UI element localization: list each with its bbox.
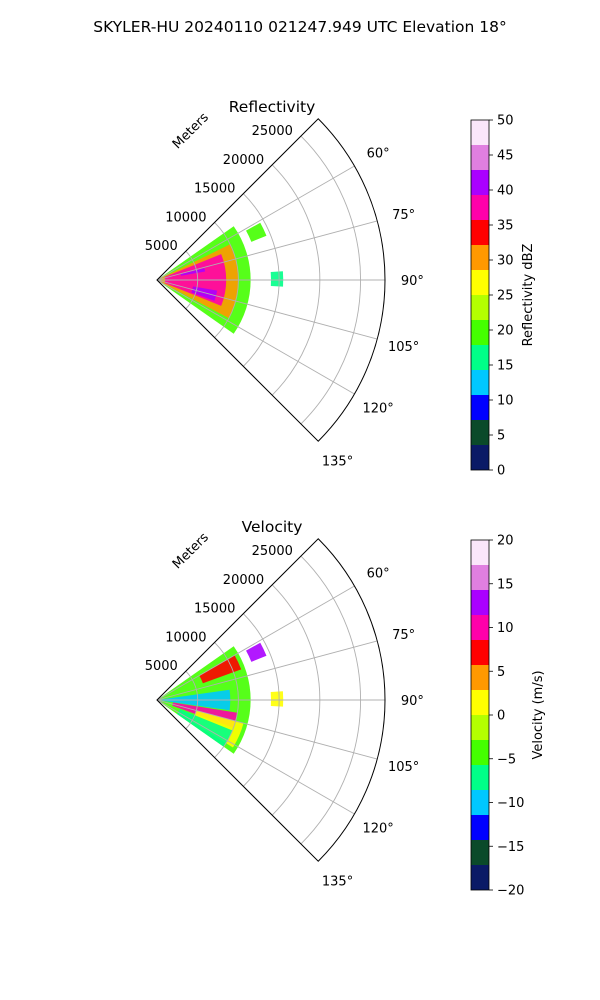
colorbar-tick-label: 20 [497, 534, 514, 549]
echo-region [180, 268, 206, 276]
velocity-colorbar-label: Velocity (m/s) [531, 670, 546, 759]
colorbar-scale [470, 539, 490, 891]
azimuth-gridline [156, 220, 378, 281]
azimuth-gridline [156, 585, 355, 701]
colorbar-tick-label: 45 [497, 149, 514, 164]
echo-region [199, 655, 242, 684]
radial-tick-label: 10000 [165, 210, 206, 225]
radial-tick-label: 5000 [145, 659, 178, 674]
azimuth-tick-label: 75° [392, 628, 415, 643]
azimuth-tick-label: 120° [362, 822, 393, 837]
colorbar-tick-label: 15 [497, 577, 514, 592]
azimuth-tick-label: 105° [388, 760, 419, 775]
velocity-panel: Velocity 60° 75° 90° 105° 120° 135° 5000 10000 1… [145, 518, 546, 899]
colorbar-tick-label: 10 [497, 394, 514, 409]
azimuth-gridline [156, 699, 355, 815]
radial-axis-label: Meters [170, 530, 212, 572]
radial-tick-label: 15000 [194, 602, 235, 617]
azimuth-tick-label: 60° [367, 146, 390, 161]
colorbar-tick-label: −10 [497, 796, 524, 811]
radial-tick-label: 20000 [223, 573, 264, 588]
azimuth-gridline [156, 640, 378, 701]
colorbar-tick-label: 5 [497, 665, 505, 680]
reflectivity-title: Reflectivity [229, 98, 316, 116]
reflectivity-panel: Reflectivity 60° 75° 90° 105° 120° 135° 5000 10… [145, 98, 536, 479]
radial-tick-label: 10000 [165, 630, 206, 645]
azimuth-gridline [156, 279, 378, 340]
azimuth-tick-label: 60° [367, 566, 390, 581]
colorbar-tick-label: 25 [497, 289, 514, 304]
colorbar-tick-label: 0 [497, 464, 505, 479]
reflectivity-colorbar: 0 5 10 15 20 25 30 35 40 45 50 [470, 114, 514, 479]
echo-region [191, 286, 218, 301]
sector-frame [156, 118, 386, 442]
colorbar-tick-label: −15 [497, 840, 524, 855]
radial-tick-label: 15000 [194, 182, 235, 197]
colorbar-scale [470, 119, 490, 471]
colorbar-tick-label: −20 [497, 884, 524, 899]
azimuth-tick-label: 120° [362, 402, 393, 417]
colorbar-tick-label: 0 [497, 709, 505, 724]
echo-region [270, 691, 284, 707]
colorbar-tick-label: 15 [497, 359, 514, 374]
colorbar-tick-label: 50 [497, 114, 514, 129]
azimuth-tick-label: 105° [388, 340, 419, 355]
azimuth-tick-label: 135° [322, 455, 353, 470]
radial-tick-label: 5000 [145, 239, 178, 254]
radial-tick-label: 25000 [252, 544, 293, 559]
azimuth-tick-label: 90° [401, 274, 424, 289]
velocity-plot: 60° 75° 90° 105° 120° 135° 5000 10000 15000 20000… [145, 530, 424, 890]
colorbar-tick-label: 20 [497, 324, 514, 339]
echo-region [246, 642, 267, 662]
sector-frame [156, 538, 386, 862]
figure-suptitle: SKYLER-HU 20240110 021247.949 UTC Elevat… [93, 18, 507, 36]
azimuth-gridline [156, 165, 355, 281]
azimuth-tick-label: 90° [401, 694, 424, 709]
colorbar-tick-label: 10 [497, 621, 514, 636]
radial-axis-label: Meters [170, 110, 212, 152]
azimuth-tick-label: 135° [322, 875, 353, 890]
azimuth-gridline [156, 699, 378, 760]
echo-region [270, 271, 284, 287]
reflectivity-plot: 60° 75° 90° 105° 120° 135° 5000 10000 15000 20000… [145, 110, 424, 470]
radial-tick-label: 20000 [223, 153, 264, 168]
velocity-colorbar: −20 −15 −10 −5 0 5 10 15 20 [470, 534, 524, 899]
reflectivity-colorbar-label: Reflectivity dBZ [521, 244, 536, 347]
colorbar-tick-label: 5 [497, 429, 505, 444]
colorbar-tick-label: −5 [497, 752, 516, 767]
velocity-title: Velocity [242, 518, 303, 536]
colorbar-tick-label: 40 [497, 184, 514, 199]
azimuth-gridline [156, 279, 355, 395]
colorbar-tick-label: 30 [497, 254, 514, 269]
radial-tick-label: 25000 [252, 124, 293, 139]
azimuth-tick-label: 75° [392, 208, 415, 223]
echo-region [246, 222, 267, 242]
colorbar-tick-label: 35 [497, 219, 514, 234]
